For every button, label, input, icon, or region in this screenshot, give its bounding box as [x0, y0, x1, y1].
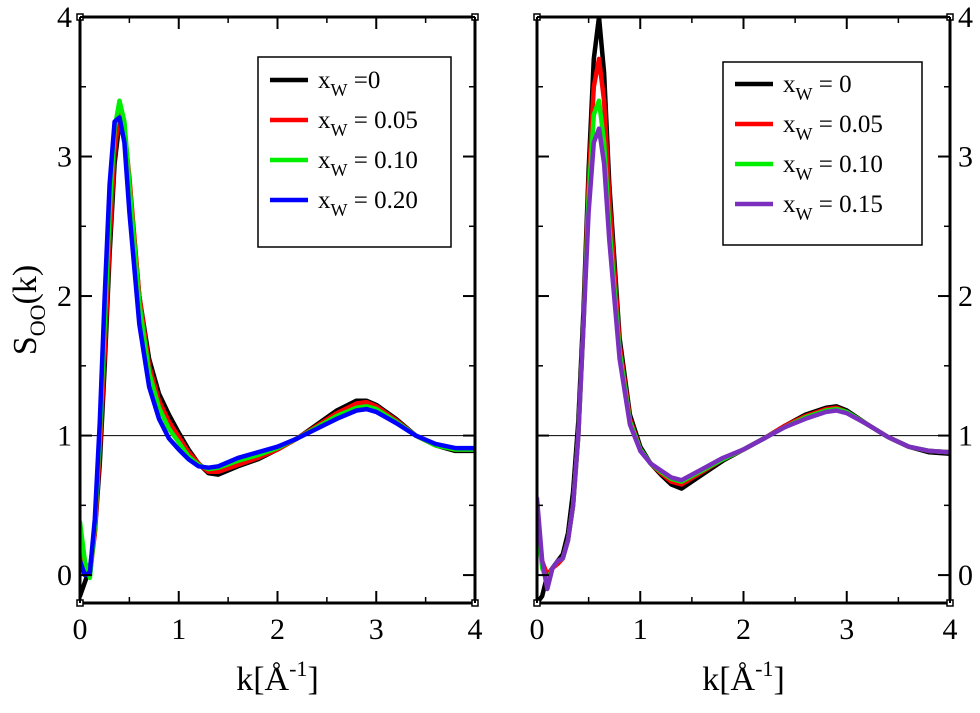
y-tick-label: 2 [958, 280, 973, 313]
legend-label-2: xW = 0.05 [318, 107, 418, 140]
y-tick-label: 0 [958, 559, 973, 592]
x-tick-label: 4 [943, 613, 958, 646]
x-tick-label: 0 [73, 613, 88, 646]
y-tick-label: 0 [57, 559, 72, 592]
legend-box [722, 61, 923, 246]
legend: xW =0 xW = 0.05 xW = 0.10 xW = 0.20 [257, 56, 452, 248]
legend-label-1: xW =0 [318, 67, 380, 100]
legend-label-3: xW = 0.10 [783, 151, 883, 184]
x-tick-label: 3 [839, 613, 854, 646]
x-axis-title: k[Å-1] [702, 656, 785, 698]
legend-label-4: xW = 0.20 [318, 187, 418, 220]
series-line-4 [537, 126, 950, 592]
x-tick-label: 3 [369, 613, 384, 646]
legend-box [257, 56, 452, 248]
y-axis-title: SOO(k) [7, 265, 50, 355]
y-tick-label: 4 [958, 1, 973, 34]
x-tick-label: 2 [736, 613, 751, 646]
y-tick-label: 3 [57, 141, 72, 174]
x-tick-label: 4 [468, 613, 483, 646]
legend-label-4: xW = 0.15 [783, 191, 883, 224]
y-tick-label: 1 [57, 420, 72, 453]
x-tick-label: 1 [633, 613, 648, 646]
y-tick-label: 2 [57, 280, 72, 313]
x-tick-label: 2 [270, 613, 285, 646]
y-tick-label: 4 [57, 1, 72, 34]
x-axis-title: k[Å-1] [236, 656, 319, 698]
x-tick-label: 0 [530, 613, 545, 646]
legend: xW = 0 xW = 0.05 xW = 0.10 xW = 0.15 [722, 61, 923, 246]
legend-label-2: xW = 0.05 [783, 111, 883, 144]
legend-label-1: xW = 0 [783, 71, 852, 104]
legend-label-3: xW = 0.10 [318, 147, 418, 180]
series-line-4 [80, 115, 475, 578]
x-tick-label: 1 [171, 613, 186, 646]
y-tick-label: 1 [958, 420, 973, 453]
y-tick-label: 3 [958, 141, 973, 174]
